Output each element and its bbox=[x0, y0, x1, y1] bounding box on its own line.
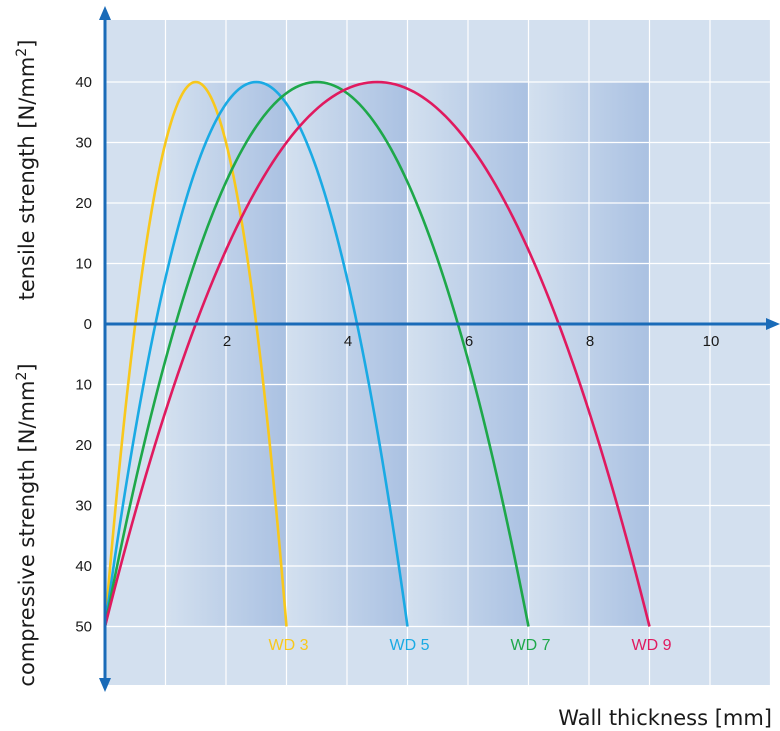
y-axis-title-lower-superscript: 2 bbox=[14, 372, 30, 381]
y-tick-labels: 40 30 20 10 0 10 20 30 40 50 bbox=[75, 74, 92, 636]
x-axis-arrow bbox=[766, 318, 780, 330]
x-tick-labels: 2 4 6 8 10 bbox=[223, 333, 720, 350]
y-tick-label: 40 bbox=[75, 74, 92, 91]
series-label: WD 5 bbox=[390, 637, 430, 654]
y-tick-label: 0 bbox=[84, 316, 92, 333]
y-axis-title-lower-text: compressive strength [N/mm bbox=[15, 381, 39, 687]
y-axis-title-upper-text: tensile strength [N/mm bbox=[15, 57, 39, 301]
x-tick-label: 6 bbox=[465, 333, 473, 350]
y-axis-title-upper: tensile strength [N/mm2] bbox=[14, 40, 39, 301]
y-tick-label: 30 bbox=[75, 498, 92, 515]
series-labels: WD 3 WD 5 WD 7 WD 9 bbox=[269, 637, 672, 654]
x-tick-label: 8 bbox=[586, 333, 594, 350]
y-axis-arrow-up bbox=[99, 6, 111, 20]
x-tick-label: 2 bbox=[223, 333, 231, 350]
y-tick-label: 20 bbox=[75, 437, 92, 454]
grid bbox=[105, 20, 772, 685]
y-tick-label: 20 bbox=[75, 195, 92, 212]
y-tick-label: 10 bbox=[75, 377, 92, 394]
series-label: WD 3 bbox=[269, 637, 309, 654]
y-axis-title-upper-close: ] bbox=[15, 40, 39, 48]
y-axis-title-upper-superscript: 2 bbox=[14, 48, 30, 57]
y-tick-label: 40 bbox=[75, 558, 92, 575]
y-axis-arrow-down bbox=[99, 678, 111, 692]
series-label: WD 7 bbox=[511, 637, 551, 654]
y-tick-label: 30 bbox=[75, 135, 92, 152]
x-tick-label: 10 bbox=[703, 333, 720, 350]
axes bbox=[99, 6, 780, 692]
x-axis-title: Wall thickness [mm] bbox=[558, 706, 772, 730]
y-axis-title-lower-close: ] bbox=[15, 363, 39, 371]
y-tick-label: 10 bbox=[75, 256, 92, 273]
x-tick-label: 4 bbox=[344, 333, 352, 350]
y-tick-label: 50 bbox=[75, 619, 92, 636]
series-label: WD 9 bbox=[632, 637, 672, 654]
y-axis-title-lower: compressive strength [N/mm2] bbox=[14, 363, 39, 686]
